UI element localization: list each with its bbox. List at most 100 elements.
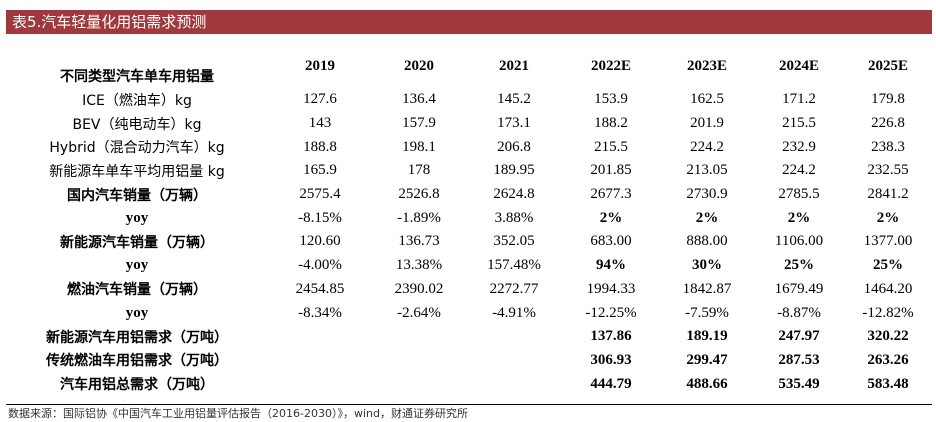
table-cell: 165.9: [303, 162, 337, 179]
table-row: 新能源车单车平均用铝量 kg 165.9 178 189.95 201.85 213.05…: [6, 159, 932, 183]
table-row: yoy -4.00% 13.38% 157.48% 94% 30% 25% 25%: [6, 254, 932, 278]
row-label: yoy: [125, 209, 149, 226]
source-note: 数据来源：国际铝协《中国汽车工业用铝量评估报告（2016-2030）》，wind…: [8, 407, 468, 420]
table-cell: -7.59%: [685, 304, 729, 321]
table-cell: 13.38%: [395, 257, 443, 274]
table-cell: -1.89%: [397, 209, 441, 226]
table-cell: 215.5: [782, 115, 816, 132]
table-cell: 2841.2: [867, 186, 909, 203]
row-label: 新能源汽车用铝需求（万吨）: [46, 329, 228, 346]
table-cell: 352.05: [493, 233, 535, 250]
row-label: Hybrid（混合动力汽车）kg: [49, 140, 225, 157]
table-cell: 188.2: [594, 115, 628, 132]
table-cell: 224.2: [690, 138, 724, 155]
table-cell: 232.55: [867, 162, 909, 179]
table-cell: [466, 325, 562, 349]
table-cell: 2526.8: [398, 186, 440, 203]
table-cell: 120.60: [299, 233, 341, 250]
table-cell: 153.9: [594, 91, 628, 108]
table-cell: 247.97: [778, 328, 820, 345]
table-cell: 2%: [876, 209, 900, 226]
table-cell: 30%: [692, 257, 722, 274]
table-cell: 226.8: [871, 115, 905, 132]
table-cell: 188.8: [303, 138, 337, 155]
table-cell: 224.2: [782, 162, 816, 179]
table-cell: 2454.85: [295, 280, 345, 297]
table-cell: [268, 349, 372, 373]
table-cell: 1994.33: [586, 280, 636, 297]
table-cell: 2272.77: [489, 280, 539, 297]
row-label: yoy: [125, 304, 149, 321]
table-cell: 25%: [873, 257, 903, 274]
row-label: 新能源车单车平均用铝量 kg: [49, 163, 225, 180]
table-cell: 238.3: [871, 138, 905, 155]
table-cell: 173.1: [497, 115, 531, 132]
table-row: 新能源汽车用铝需求（万吨） 137.86 189.19 247.97 320.22: [6, 325, 932, 349]
table-cell: 189.95: [493, 162, 535, 179]
table-cell: 232.9: [782, 138, 816, 155]
row-label: 燃油汽车销量（万辆）: [67, 282, 207, 299]
table-cell: 215.5: [594, 138, 628, 155]
table-cell: -2.64%: [397, 304, 441, 321]
table-cell: 2%: [599, 209, 623, 226]
table-cell: [372, 349, 466, 373]
table-cell: 94%: [596, 257, 626, 274]
table-cell: 2%: [787, 209, 811, 226]
table-cell: 2785.5: [778, 186, 820, 203]
year-header: 2020: [404, 57, 434, 74]
table-cell: 2730.9: [686, 186, 728, 203]
table-cell: -4.91%: [492, 304, 536, 321]
table-cell: 535.49: [778, 375, 820, 392]
table-cell: 136.4: [402, 91, 436, 108]
table-cell: 137.86: [590, 328, 632, 345]
table-cell: [372, 325, 466, 349]
table-cell: 683.00: [590, 233, 632, 250]
table-row: 国内汽车销量（万辆） 2575.4 2526.8 2624.8 2677.3 2730.9…: [6, 183, 932, 207]
table-cell: 287.53: [778, 351, 820, 368]
table-cell: 263.26: [867, 351, 909, 368]
table-cell: 3.88%: [494, 209, 534, 226]
header-label: 不同类型汽车单车用铝量: [60, 69, 214, 85]
table-cell: 888.00: [686, 233, 728, 250]
row-label: 国内汽车销量（万辆）: [67, 187, 207, 204]
year-header: 2025E: [867, 57, 908, 74]
table-row: 传统燃油车用铝需求（万吨） 306.93 299.47 287.53 263.26: [6, 349, 932, 373]
table-cell: 136.73: [398, 233, 440, 250]
table-cell: 179.8: [871, 91, 905, 108]
table-row: yoy -8.34% -2.64% -4.91% -12.25% -7.59% -8.87%…: [6, 301, 932, 325]
table-cell: 1377.00: [863, 233, 913, 250]
table-cell: -12.82%: [862, 304, 914, 321]
table-cell: 162.5: [690, 91, 724, 108]
table-cell: 1106.00: [774, 233, 824, 250]
table-cell: 1842.87: [682, 280, 732, 297]
row-label: ICE（燃油车）kg: [82, 92, 192, 109]
row-label: BEV（纯电动车）kg: [72, 116, 202, 133]
table-cell: -8.34%: [298, 304, 342, 321]
year-header: 2024E: [778, 57, 819, 74]
bottom-rule: [6, 404, 932, 405]
table-cell: 127.6: [303, 91, 337, 108]
table-cell: 2575.4: [299, 186, 341, 203]
header-row: 不同类型汽车单车用铝量 2019 2020 2021 2022E 2023E 2…: [6, 44, 932, 88]
table-row: 汽车用铝总需求（万吨） 444.79 488.66 535.49 583.48: [6, 372, 932, 396]
table-cell: 306.93: [590, 351, 632, 368]
table-cell: 583.48: [867, 375, 909, 392]
table-cell: 206.8: [497, 138, 531, 155]
table-cell: 2390.02: [394, 280, 444, 297]
table-cell: 2677.3: [590, 186, 632, 203]
year-header: 2023E: [686, 57, 727, 74]
table-row: BEV（纯电动车）kg 143 157.9 173.1 188.2 201.9 215.5 2…: [6, 112, 932, 136]
table-cell: 2624.8: [493, 186, 535, 203]
table-cell: 1679.49: [774, 280, 824, 297]
table-cell: 201.85: [590, 162, 632, 179]
row-label: yoy: [125, 257, 149, 274]
row-label: 新能源汽车销量（万辆）: [60, 234, 214, 251]
table-row: 新能源汽车销量（万辆） 120.60 136.73 352.05 683.00 888.0…: [6, 230, 932, 254]
table-cell: [372, 372, 466, 396]
table-cell: 157.9: [402, 115, 436, 132]
table-cell: 213.05: [686, 162, 728, 179]
row-label: 汽车用铝总需求（万吨）: [60, 377, 214, 394]
table-row: ICE（燃油车）kg 127.6 136.4 145.2 153.9 162.5 171.2…: [6, 88, 932, 112]
table-cell: 189.19: [686, 328, 728, 345]
row-label: 传统燃油车用铝需求（万吨）: [46, 353, 228, 370]
